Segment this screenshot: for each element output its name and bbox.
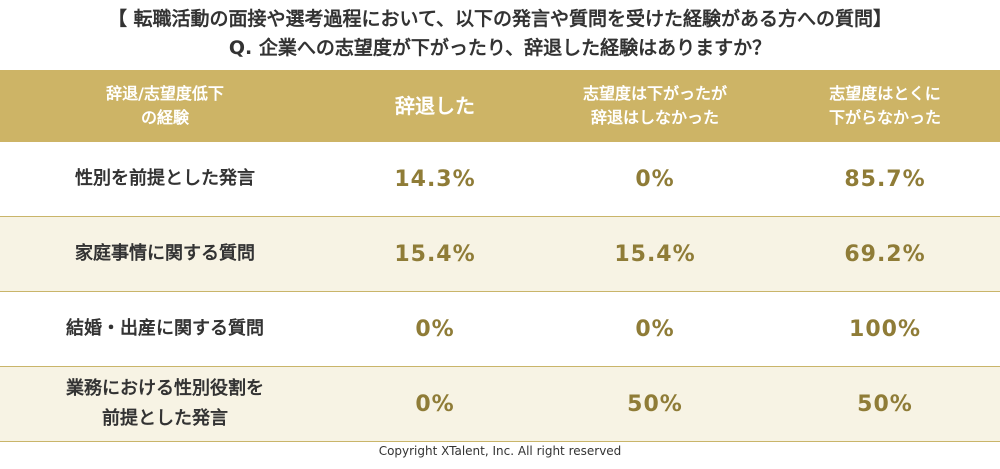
question: Q. 企業への志望度が下がったり、辞退した経験はありますか？ (228, 37, 772, 59)
cell-value: 50% (627, 391, 683, 417)
cell-value: 0% (415, 391, 455, 417)
table-row: 業務における性別役割を 前提とした発言 0% 50% 50% (0, 367, 1000, 442)
cell-value: 85.7% (844, 166, 926, 192)
row-label: 家庭事情に関する質問 (75, 243, 255, 264)
cell-value: 100% (849, 316, 921, 342)
column-header: 辞退した (395, 94, 475, 118)
table-row: 性別を前提とした発言 14.3% 0% 85.7% (0, 142, 1000, 217)
table: 辞退/志望度低下 の経験 辞退した 志望度は下がったが 辞退はしなかった 志望度はとく… (0, 70, 1000, 442)
footer: Copyright XTalent, Inc. All right reserv… (378, 444, 622, 458)
cell-value: 15.4% (394, 241, 476, 267)
table-row: 結婚・出産に関する質問 0% 0% 100% (0, 292, 1000, 367)
cell-value: 50% (857, 391, 913, 417)
cell-value: 69.2% (844, 241, 926, 267)
row-label: 性別を前提とした発言 (75, 168, 255, 189)
cell-value: 0% (635, 166, 675, 192)
cell-value: 15.4% (614, 241, 696, 267)
row-label: 業務における性別役割を 前提とした発言 (66, 378, 264, 429)
cell-value: 0% (415, 316, 455, 342)
cell-value: 14.3% (394, 166, 476, 192)
column-header: 志望度は下がったが 辞退はしなかった (582, 84, 727, 127)
cell-value: 0% (635, 316, 675, 342)
column-header: 辞退/志望度低下 の経験 (106, 84, 224, 127)
title: 【 転職活動の面接や選考過程において、以下の発言や質問を受けた経験がある方への質… (107, 8, 893, 30)
table-row: 家庭事情に関する質問 15.4% 15.4% 69.2% (0, 217, 1000, 292)
row-label: 結婚・出産に関する質問 (66, 318, 264, 339)
column-header: 志望度はとくに 下がらなかった (828, 84, 941, 127)
header-row: 辞退/志望度低下 の経験 辞退した 志望度は下がったが 辞退はしなかった 志望度はとく… (0, 70, 1000, 142)
